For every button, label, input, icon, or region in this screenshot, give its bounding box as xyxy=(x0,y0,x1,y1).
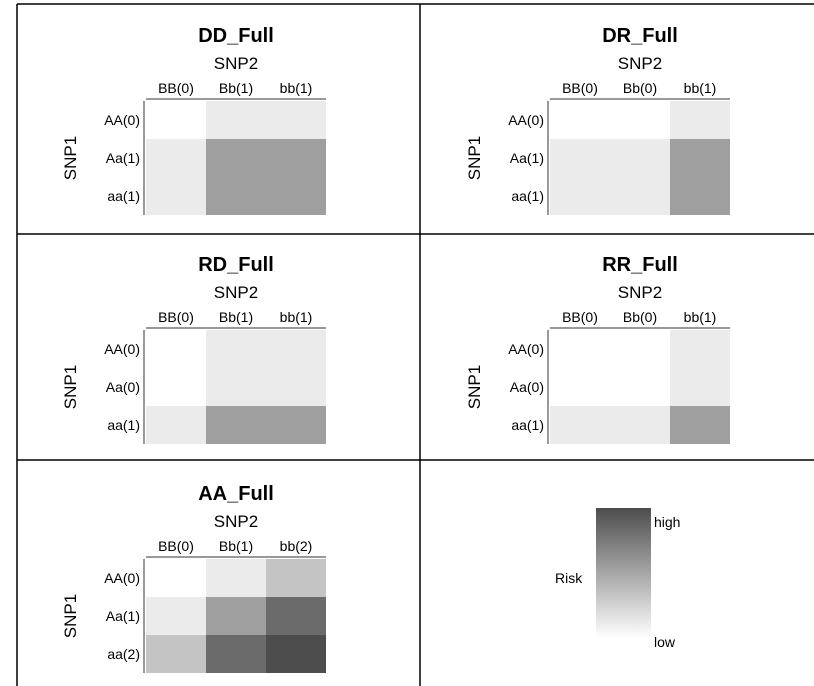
heatmap-cell xyxy=(670,368,730,406)
y-tick-label: aa(1) xyxy=(511,188,544,204)
heatmap-cell xyxy=(550,139,610,177)
legend-high-label: high xyxy=(654,514,680,530)
panel-title: RR_Full xyxy=(602,254,678,276)
heatmap-cell xyxy=(670,101,730,139)
heatmap-cell xyxy=(206,177,266,215)
heatmap-cell xyxy=(670,177,730,215)
heatmap-cell xyxy=(266,635,326,673)
heatmap-cell xyxy=(670,330,730,368)
x-tick-label: Bb(1) xyxy=(219,309,253,325)
y-tick-label: Aa(1) xyxy=(106,608,140,624)
heatmap-cell xyxy=(206,330,266,368)
y-tick-label: Aa(1) xyxy=(106,150,140,166)
y-tick-label: Aa(0) xyxy=(106,379,140,395)
heatmap-cell xyxy=(206,635,266,673)
heatmap-cell xyxy=(266,330,326,368)
panel-title: DR_Full xyxy=(602,25,678,47)
y-tick-label: AA(0) xyxy=(508,341,544,357)
x-axis-title: SNP2 xyxy=(214,54,258,73)
x-tick-label: bb(1) xyxy=(280,80,313,96)
heatmap-cell xyxy=(266,139,326,177)
panel-title: RD_Full xyxy=(198,254,274,276)
x-tick-label: bb(1) xyxy=(280,309,313,325)
x-tick-label: BB(0) xyxy=(562,309,598,325)
x-axis-title: SNP2 xyxy=(214,283,258,302)
heatmap-cell xyxy=(146,635,206,673)
heatmap-cell xyxy=(610,406,670,444)
y-axis-title: SNP1 xyxy=(61,594,80,638)
y-tick-label: AA(0) xyxy=(104,341,140,357)
heatmap-cell xyxy=(610,368,670,406)
legend-colorbar xyxy=(596,508,651,638)
heatmap-cell xyxy=(146,139,206,177)
heatmap-cell xyxy=(146,177,206,215)
x-tick-label: Bb(0) xyxy=(623,80,657,96)
heatmap-cell xyxy=(610,139,670,177)
y-axis-title: SNP1 xyxy=(61,365,80,409)
heatmap-cell xyxy=(206,559,266,597)
heatmap-cell xyxy=(146,330,206,368)
heatmap-cell xyxy=(550,368,610,406)
y-tick-label: Aa(0) xyxy=(510,379,544,395)
legend-low-label: low xyxy=(654,634,676,650)
heatmap-cell xyxy=(266,101,326,139)
y-axis-title: SNP1 xyxy=(465,136,484,180)
heatmap-cell xyxy=(146,597,206,635)
x-axis-title: SNP2 xyxy=(618,54,662,73)
heatmap-cell xyxy=(550,406,610,444)
heatmap-cell xyxy=(206,597,266,635)
y-tick-label: aa(1) xyxy=(511,417,544,433)
panel-title: DD_Full xyxy=(198,25,274,47)
x-tick-label: Bb(1) xyxy=(219,80,253,96)
x-tick-label: bb(1) xyxy=(684,80,717,96)
x-tick-label: Bb(1) xyxy=(219,538,253,554)
y-tick-label: aa(1) xyxy=(107,188,140,204)
panel-title: AA_Full xyxy=(198,483,274,505)
y-axis-title: SNP1 xyxy=(465,365,484,409)
heatmap-cell xyxy=(266,406,326,444)
x-tick-label: bb(1) xyxy=(684,309,717,325)
x-tick-label: bb(2) xyxy=(280,538,313,554)
heatmap-cell xyxy=(670,139,730,177)
x-tick-label: Bb(0) xyxy=(623,309,657,325)
heatmap-cell xyxy=(550,101,610,139)
heatmap-cell xyxy=(206,406,266,444)
legend-title: Risk xyxy=(555,570,583,586)
heatmap-cell xyxy=(610,177,670,215)
heatmap-cell xyxy=(146,101,206,139)
heatmap-cell xyxy=(146,406,206,444)
y-tick-label: aa(2) xyxy=(107,646,140,662)
heatmap-cell xyxy=(550,177,610,215)
y-tick-label: AA(0) xyxy=(104,112,140,128)
y-axis-title: SNP1 xyxy=(61,136,80,180)
heatmap-cell xyxy=(610,101,670,139)
x-tick-label: BB(0) xyxy=(158,309,194,325)
heatmap-cell xyxy=(266,177,326,215)
heatmap-cell xyxy=(266,559,326,597)
heatmap-cell xyxy=(670,406,730,444)
x-tick-label: BB(0) xyxy=(562,80,598,96)
heatmap-cell xyxy=(206,139,266,177)
y-tick-label: Aa(1) xyxy=(510,150,544,166)
heatmap-cell xyxy=(266,597,326,635)
x-tick-label: BB(0) xyxy=(158,538,194,554)
x-axis-title: SNP2 xyxy=(214,512,258,531)
heatmap-cell xyxy=(146,559,206,597)
heatmap-cell xyxy=(610,330,670,368)
y-tick-label: AA(0) xyxy=(104,570,140,586)
heatmap-cell xyxy=(266,368,326,406)
heatmap-cell xyxy=(206,101,266,139)
y-tick-label: AA(0) xyxy=(508,112,544,128)
heatmap-cell xyxy=(550,330,610,368)
heatmap-cell xyxy=(206,368,266,406)
x-axis-title: SNP2 xyxy=(618,283,662,302)
x-tick-label: BB(0) xyxy=(158,80,194,96)
y-tick-label: aa(1) xyxy=(107,417,140,433)
heatmap-cell xyxy=(146,368,206,406)
